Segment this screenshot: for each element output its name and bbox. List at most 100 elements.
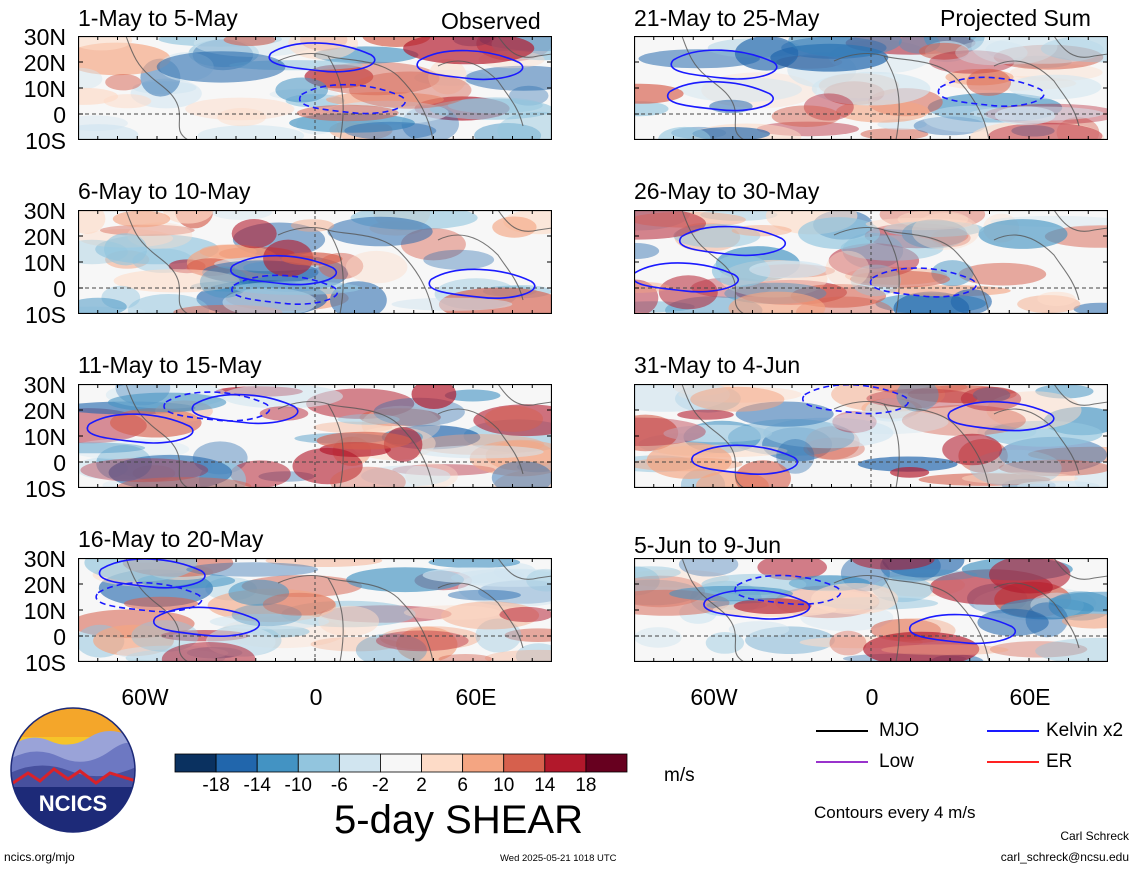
shear-anomaly-blob [359,408,441,427]
kelvin-contour [666,80,774,112]
shear-anomaly-blob [1048,591,1108,621]
shear-anomaly-blob [840,235,944,261]
shear-anomaly-blob [391,297,513,311]
shear-anomaly-blob [658,275,718,310]
lon-label-left-60w: 60W [121,684,169,710]
shear-anomaly-blob [733,598,812,614]
shear-anomaly-blob [444,389,501,402]
ncics-logo: NCICS [10,707,136,833]
shear-anomaly-blob [447,589,521,601]
shear-anomaly-blob [883,569,978,581]
coastline [277,52,434,140]
coastline [993,408,1080,475]
colorbar [174,753,628,773]
website-link[interactable]: ncics.org/mjo [4,850,75,864]
shear-anomaly-blob [680,77,802,103]
coastline [327,229,344,314]
shear-anomaly-blob [958,262,1047,286]
shear-anomaly-blob [78,438,190,460]
observed-label: Observed [441,8,541,34]
shear-anomaly-blob [1008,74,1102,100]
shear-map-panel-8 [634,558,1108,662]
panel-title-1: 1-May to 5-May [78,5,238,31]
lat-label: 10S [25,476,66,502]
shear-anomaly-blob [634,83,684,104]
shear-anomaly-blob [199,266,249,298]
shear-anomaly-blob [634,210,706,240]
coastline [497,558,552,580]
colorbar-tick-label: 18 [575,775,597,796]
shear-anomaly-blob [1011,125,1055,137]
shear-map-panel-2 [78,210,552,314]
kelvin-contour [869,267,977,298]
coastline [327,55,344,140]
panel-title-8: 5-Jun to 9-Jun [634,532,782,558]
shear-anomaly-blob [494,468,552,488]
shear-anomaly-blob [1061,613,1108,629]
shear-anomaly-blob [107,392,227,412]
shear-anomaly-blob [863,631,980,662]
shear-anomaly-blob [438,654,493,662]
lat-label: 10S [25,128,66,154]
colorbar-swatch [380,753,422,773]
legend-label-er: ER [1046,751,1073,772]
colorbar-tick-label: 10 [493,775,515,796]
shear-anomaly-blob [728,621,790,638]
shear-map-panel-3 [78,384,552,488]
panel-title-3: 11-May to 15-May [78,352,262,378]
shear-anomaly-blob [344,121,437,140]
author-name: Carl Schreck [1060,829,1129,843]
coastline [497,210,552,232]
lon-label-right-60w: 60W [690,684,738,710]
shear-anomaly-blob [865,217,973,231]
kelvin-contour [937,76,1045,107]
shear-anomaly-blob [993,44,1104,70]
shear-anomaly-blob [281,252,343,266]
shear-anomaly-blob [113,269,240,293]
kelvin-contour [947,400,1055,432]
shear-anomaly-blob [825,250,870,288]
shear-anomaly-blob [474,123,542,140]
author-email[interactable]: carl_schreck@ncsu.edu [1000,850,1129,864]
shear-anomaly-blob [262,592,336,616]
legend-swatch-kelvin [987,730,1039,732]
shear-anomaly-blob [634,457,743,472]
shear-anomaly-blob [78,124,139,140]
shear-anomaly-blob [318,605,380,637]
shear-anomaly-blob [491,461,552,488]
coastline [833,574,990,662]
shear-anomaly-blob [776,439,815,474]
shear-anomaly-blob [749,260,827,279]
shear-anomaly-blob [634,627,682,648]
shear-anomaly-blob [221,384,343,409]
lat-label: 0 [53,624,66,650]
lat-label: 10S [25,650,66,676]
lon-label-right-60e: 60E [1009,684,1051,710]
shear-anomaly-blob [890,467,930,478]
lat-label: 0 [53,450,66,476]
coastline [327,577,344,662]
kelvin-contour [670,49,778,80]
kelvin-contour [298,83,406,115]
shear-anomaly-blob [209,613,330,630]
coastline [681,558,745,662]
shear-anomaly-blob [1017,480,1100,488]
colorbar-swatch [297,753,340,773]
shear-anomaly-blob [337,414,400,425]
shear-anomaly-blob [422,567,525,584]
coastline [277,574,434,662]
shear-anomaly-blob [977,608,1049,636]
shear-anomaly-blob [918,42,969,60]
colorbar-tick-label: -14 [243,775,271,796]
colorbar-tick-label: -2 [372,775,389,796]
shear-anomaly-blob [161,642,256,662]
shear-anomaly-blob [942,433,1002,466]
colorbar-swatch [462,753,505,773]
kelvin-contour [231,274,339,305]
colorbar-swatch [174,753,217,773]
shear-anomaly-blob [156,51,286,83]
shear-anomaly-blob [376,630,469,652]
coastline [833,400,990,488]
shear-anomaly-blob [985,36,1104,64]
shear-anomaly-blob [217,108,267,127]
